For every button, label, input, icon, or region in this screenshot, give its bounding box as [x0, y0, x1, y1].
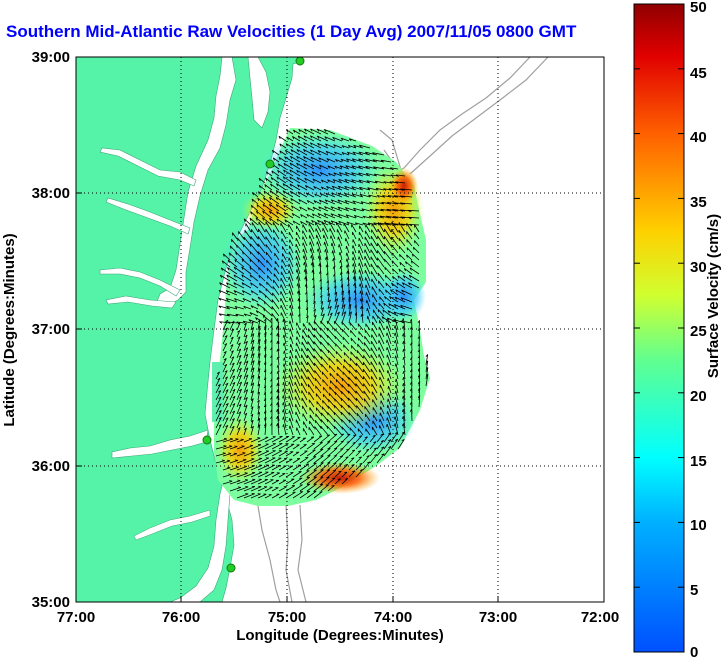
colorbar-tick-label: 15: [690, 453, 707, 470]
y-tick-label: 39:00: [32, 49, 70, 66]
rappahannock-river: [105, 197, 191, 235]
y-tick-label: 35:00: [32, 594, 70, 611]
x-tick-label: 74:00: [374, 609, 412, 626]
map-title: Southern Mid-Atlantic Raw Velocities (1 …: [6, 22, 577, 41]
warm-zone-southwest: [216, 416, 264, 484]
colorbar-tick-label: 25: [690, 323, 707, 340]
potomac-river: [99, 147, 197, 187]
delaware-bay: [247, 57, 271, 129]
colorbar-ticks: [634, 3, 684, 653]
colorbar-tick-label: 45: [690, 65, 707, 82]
y-tick-label: 37:00: [32, 321, 70, 338]
velocity-vectors: [215, 128, 429, 499]
y-axis-label: Latitude (Degrees:Minutes): [1, 233, 18, 426]
colorbar-tick-label: 40: [690, 129, 707, 146]
grid-lines: [76, 57, 604, 602]
coastal-strip: [212, 362, 224, 422]
pamlico-inlet: [133, 509, 211, 541]
station-marker: [226, 563, 236, 573]
x-tick-label: 75:00: [268, 609, 306, 626]
radar-stations: [202, 57, 305, 573]
x-tick-label: 72:00: [581, 609, 619, 626]
colorbar-tick-label: 0: [690, 644, 698, 659]
x-axis-label: Longitude (Degrees:Minutes): [236, 627, 444, 644]
colorbar-tick-label: 50: [690, 0, 707, 16]
vector-arrows: [215, 128, 429, 499]
cold-zone-north: [260, 132, 380, 208]
colorbar-tick-label: 10: [690, 517, 707, 534]
colorbar-tick-label: 20: [690, 388, 707, 405]
y-tick-label: 38:00: [32, 185, 70, 202]
colorbar-label: Surface Velocity (cm/s): [705, 214, 722, 378]
x-tick-label: 76:00: [162, 609, 200, 626]
x-tick-label: 73:00: [479, 609, 517, 626]
station-marker: [265, 159, 275, 169]
colorbar: [633, 3, 685, 653]
hot-zone-northeast: [390, 168, 418, 204]
colorbar-tick-label: 35: [690, 194, 707, 211]
york-james-rivers: [99, 267, 181, 309]
colorbar-tick-label: 5: [690, 582, 698, 599]
albemarle-sound: [111, 429, 209, 459]
station-marker: [295, 57, 305, 66]
colorbar-tick-label: 30: [690, 259, 707, 276]
station-marker: [202, 435, 212, 445]
y-tick-label: 36:00: [32, 458, 70, 475]
x-tick-label: 77:00: [57, 609, 95, 626]
pamlico-sound: [169, 469, 231, 602]
tick-marks: [75, 56, 605, 603]
